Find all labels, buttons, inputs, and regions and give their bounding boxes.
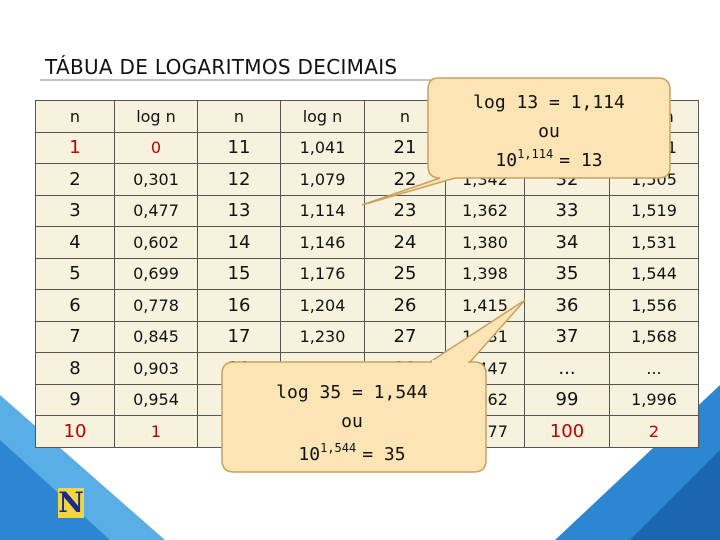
table-cell: log n <box>280 100 365 133</box>
table-cell: 1,146 <box>280 226 365 259</box>
callout: log 35 = 1,544 ou 101,544 = 35 <box>221 299 526 473</box>
table-cell: 34 <box>524 226 610 259</box>
callout: log 13 = 1,114 ou 101,114 = 13 <box>361 77 671 206</box>
table-cell: 4 <box>35 226 115 259</box>
table-cell: 1 <box>114 415 198 448</box>
table-cell: 1 <box>35 131 115 164</box>
shape <box>630 450 720 540</box>
table-cell: 1,531 <box>609 226 699 259</box>
table-cell: 7 <box>35 320 115 353</box>
table-cell: ... <box>524 352 610 385</box>
table-cell: 1,556 <box>609 289 699 322</box>
result: = 13 <box>559 150 602 171</box>
table-cell: 1,079 <box>280 163 365 196</box>
callout-text: log 13 = 1,114 <box>473 92 625 113</box>
table-cell: 15 <box>197 257 281 290</box>
callout-formula: 101,544 = 35 <box>298 441 405 465</box>
result: = 35 <box>362 444 405 465</box>
base: 10 <box>298 444 320 465</box>
exponent: 1,544 <box>320 441 356 455</box>
table-cell: 1,415 <box>445 289 525 322</box>
table-cell: 1,362 <box>445 194 525 227</box>
table-cell: 1,380 <box>445 226 525 259</box>
table-cell: 25 <box>364 257 446 290</box>
table-cell: 5 <box>35 257 115 290</box>
table-cell: 10 <box>35 415 115 448</box>
table-cell: 1,544 <box>609 257 699 290</box>
table-cell: n <box>197 100 281 133</box>
callout-joint <box>432 360 468 364</box>
callout-text: ou <box>341 411 363 432</box>
logo-box <box>58 488 84 518</box>
exponent: 1,114 <box>517 147 553 161</box>
table-cell: 100 <box>524 415 610 448</box>
table-cell: 2 <box>609 415 699 448</box>
table-cell: 2 <box>35 163 115 196</box>
table-cell: 0,845 <box>114 320 198 353</box>
table-cell: 1,568 <box>609 320 699 353</box>
table-cell: 1,519 <box>609 194 699 227</box>
table-cell: 16 <box>197 289 281 322</box>
table-cell: 1,176 <box>280 257 365 290</box>
table-cell: 1,996 <box>609 383 699 416</box>
table-cell: 27 <box>364 320 446 353</box>
table-cell: 0,778 <box>114 289 198 322</box>
table-cell: 9 <box>35 383 115 416</box>
table-cell: 33 <box>524 194 610 227</box>
callout-text: ou <box>538 121 560 142</box>
table-cell: 17 <box>197 320 281 353</box>
table-row: 4 0,602 14 1,146 24 1,380 34 1,531 <box>35 226 699 259</box>
table-cell: 37 <box>524 320 610 353</box>
callout-bubble <box>361 77 671 206</box>
table-cell: 0,602 <box>114 226 198 259</box>
title: TÁBUA DE LOGARITMOS DECIMAIS <box>45 55 398 79</box>
logo: N <box>58 486 84 519</box>
table-cell: 0,903 <box>114 352 198 385</box>
table-cell: 0,301 <box>114 163 198 196</box>
base: 10 <box>495 150 517 171</box>
table-cell: 35 <box>524 257 610 290</box>
callout-formula: 101,114 = 13 <box>495 147 602 171</box>
callout-text: log 35 = 1,544 <box>276 382 428 403</box>
